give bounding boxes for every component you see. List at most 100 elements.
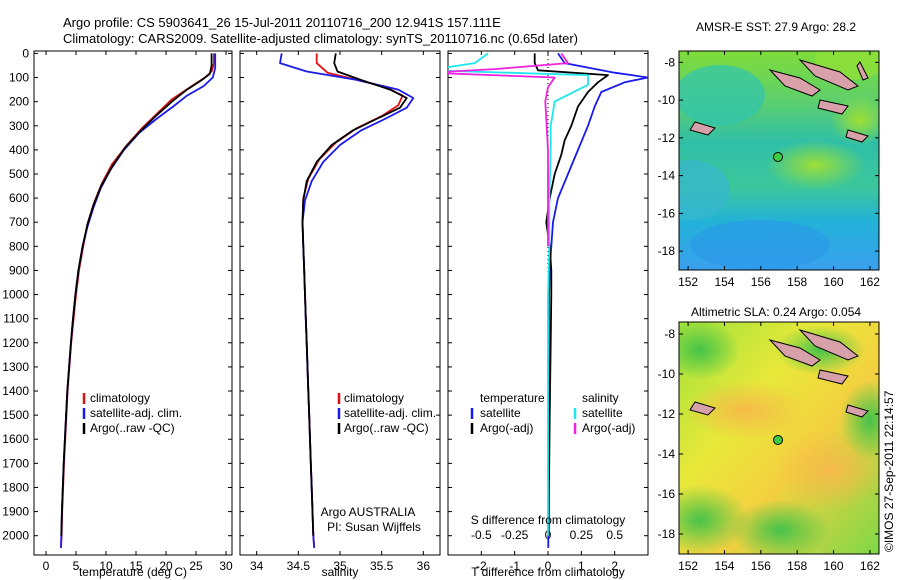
sst-map-field xyxy=(679,51,879,270)
depth-tick-label: 1400 xyxy=(2,384,29,398)
series-line-salinity-argo-adj xyxy=(448,52,569,247)
lat-tick-label: -14 xyxy=(658,169,676,183)
difference-legend: temperature salinity satellite Argo(-adj… xyxy=(470,391,635,435)
temperature-xlabel: temperature (deg C) xyxy=(79,565,187,579)
series-line-climatology xyxy=(301,53,404,548)
lat-tick-label: -18 xyxy=(658,244,676,258)
difference-xlabel-salinity: S difference from climatology xyxy=(471,513,626,527)
depth-tick-label: 1000 xyxy=(2,288,29,302)
depth-tick-label: 1800 xyxy=(2,480,29,494)
lon-tick-label: 160 xyxy=(824,559,844,573)
sla-map: Altimetric SLA: 0.24 Argo: 0.054 152 154 1… xyxy=(658,305,881,573)
salinity-axes-frame xyxy=(239,50,441,556)
temperature-lines xyxy=(60,53,217,548)
x2-tick-label: -0.5 xyxy=(471,528,492,542)
temperature-ticks: 0 5 10 15 20 25 30 xyxy=(34,51,233,573)
legend-label-climatology: climatology xyxy=(344,391,404,405)
x-tick-label: -1 xyxy=(509,559,520,573)
series-line-satellite-adj-clim xyxy=(279,53,415,548)
sst-map-frame xyxy=(678,50,880,271)
sla-map-ticks: 152 154 156 158 160 162 -8 -10 -12 -14 -16 -18 xyxy=(658,322,880,573)
x2-tick-label: -0.25 xyxy=(501,528,529,542)
x-tick-label: 1 xyxy=(578,559,585,573)
x-tick-label: 0 xyxy=(545,559,552,573)
x-tick-label: 35 xyxy=(333,559,347,573)
lon-tick-label: 154 xyxy=(714,559,734,573)
legend-label-s-satellite: satellite xyxy=(582,406,623,420)
x-tick-label: 5 xyxy=(73,559,80,573)
lon-tick-label: 156 xyxy=(751,275,771,289)
lat-tick-label: -8 xyxy=(664,55,675,69)
sst-map-title: AMSR-E SST: 27.9 Argo: 28.2 xyxy=(696,20,856,34)
legend-title-salinity: salinity xyxy=(582,391,619,405)
depth-tick-label: 1100 xyxy=(3,312,29,326)
program-note: Argo AUSTRALIA xyxy=(321,505,416,519)
lat-tick-label: -18 xyxy=(658,527,676,541)
x-tick-label: -2 xyxy=(476,559,487,573)
legend-label-t-argo: Argo(-adj) xyxy=(480,421,533,435)
depth-tick-label: 300 xyxy=(9,119,29,133)
lon-tick-label: 160 xyxy=(824,275,844,289)
sla-map-frame xyxy=(678,321,880,555)
temperature-panel: 0 5 10 15 20 25 30 temperature (deg C) climato… xyxy=(33,50,233,579)
depth-tick-label: 600 xyxy=(9,191,29,205)
depth-tick-label: 1500 xyxy=(2,408,29,422)
difference-panel: -2 -1 0 1 2-0.5 -0.25 0 0.25 0.5 T difference fr… xyxy=(447,50,649,579)
legend-label-satellite: satellite-adj. clim. xyxy=(344,406,436,420)
depth-tick-label: 400 xyxy=(9,143,29,157)
series-line-temperature-argo-adj xyxy=(533,53,609,536)
sla-map-field xyxy=(679,322,879,554)
series-line-temperature-satellite xyxy=(547,52,648,548)
sla-map-title: Altimetric SLA: 0.24 Argo: 0.054 xyxy=(691,305,861,319)
depth-tick-label: 0 xyxy=(22,46,29,60)
legend-title-temperature: temperature xyxy=(480,391,545,405)
x2-tick-label: 0.5 xyxy=(606,528,623,542)
x2-tick-label: 0.25 xyxy=(570,528,594,542)
series-line-salinity-satellite xyxy=(448,52,589,536)
lon-tick-label: 152 xyxy=(678,559,698,573)
legend-label-s-argo: Argo(-adj) xyxy=(582,421,635,435)
depth-tick-label: 500 xyxy=(9,167,29,181)
legend-label-argo: Argo(..raw -QC) xyxy=(90,421,175,435)
depth-tick-label: 1300 xyxy=(2,360,29,374)
lat-tick-label: -12 xyxy=(658,131,676,145)
difference-xlabel: T difference from climatology xyxy=(471,565,625,579)
depth-tick-label: 800 xyxy=(9,239,29,253)
lon-tick-label: 162 xyxy=(860,275,880,289)
salinity-ticks: 34 34.5 35 35.5 36 xyxy=(240,51,440,573)
sla-argo-marker xyxy=(773,435,783,445)
series-line-climatology xyxy=(60,53,215,548)
x-tick-label: 25 xyxy=(189,559,203,573)
depth-tick-label: 1700 xyxy=(2,456,29,470)
series-line-argo-raw-qc xyxy=(301,53,408,536)
lon-tick-label: 158 xyxy=(787,275,807,289)
depth-tick-label: 700 xyxy=(9,215,29,229)
lon-tick-label: 152 xyxy=(678,275,698,289)
temperature-axes-frame xyxy=(33,50,233,556)
depth-tick-label: 1600 xyxy=(2,432,29,446)
lat-tick-label: -10 xyxy=(658,93,676,107)
x-tick-label: 34 xyxy=(250,559,264,573)
lat-tick-label: -16 xyxy=(658,206,676,220)
lat-tick-label: -10 xyxy=(658,367,676,381)
x-tick-label: 15 xyxy=(129,559,143,573)
figure-title-line1: Argo profile: CS 5903641_26 15-Jul-2011 … xyxy=(63,15,501,30)
legend-label-climatology: climatology xyxy=(90,391,150,405)
lon-tick-label: 154 xyxy=(714,275,734,289)
legend-label-satellite: satellite-adj. clim. xyxy=(90,406,182,420)
lat-tick-label: -8 xyxy=(664,327,675,341)
lon-tick-label: 156 xyxy=(751,559,771,573)
temperature-legend: climatology satellite-adj. clim. Argo(..… xyxy=(82,391,182,435)
difference-lines xyxy=(448,52,648,548)
x-tick-label: 35.5 xyxy=(370,559,394,573)
lat-tick-label: -16 xyxy=(658,487,676,501)
depth-tick-label: 1900 xyxy=(2,505,29,519)
series-line-satellite-adj-clim xyxy=(60,53,217,548)
x-tick-label: 36 xyxy=(417,559,431,573)
depth-tick-label: 900 xyxy=(9,263,29,277)
x-tick-label: 0 xyxy=(43,559,50,573)
depth-axis-labels: 0 100 200 300 400 500 600 700 800 900 1000 1100 1200… xyxy=(2,46,29,542)
salinity-lines xyxy=(279,53,415,548)
x-tick-label: 10 xyxy=(99,559,113,573)
